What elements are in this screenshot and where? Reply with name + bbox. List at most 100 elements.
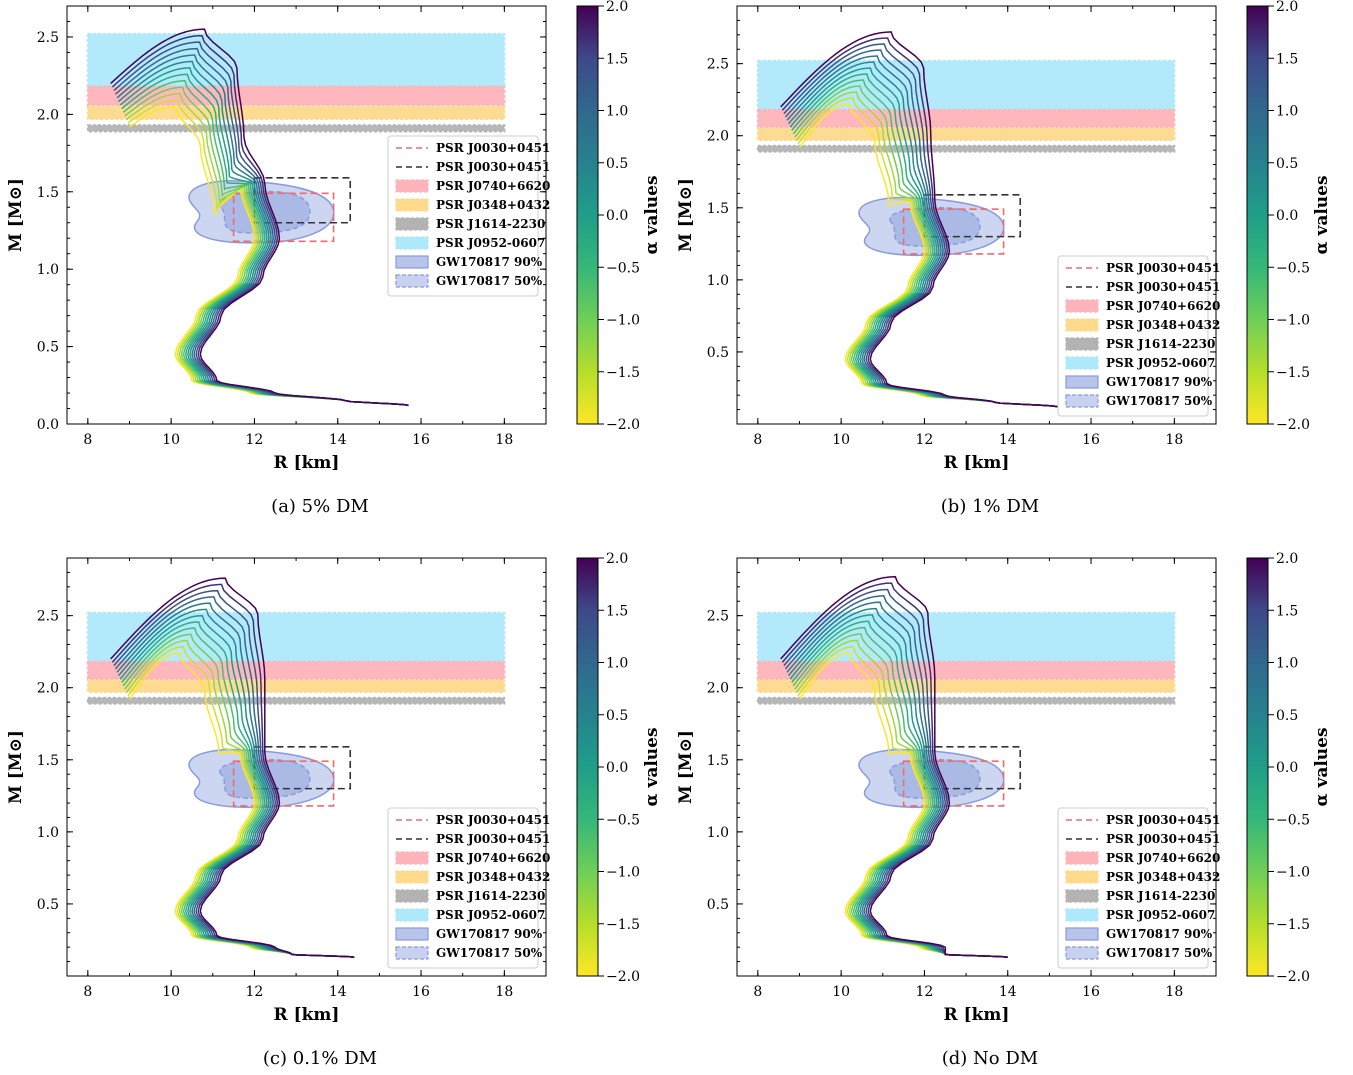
legend-label: PSR J0030+0451	[1106, 832, 1220, 846]
x-tick-label: 12	[916, 432, 934, 448]
mr-curve	[121, 73, 409, 407]
band-PSR-J0740+6620	[86, 660, 506, 681]
y-tick-label: 2.5	[37, 609, 59, 625]
y-tick-label: 1.0	[37, 825, 59, 841]
caption-b: (b) 1% DM	[941, 496, 1039, 517]
colorbar-tick-label: 2.0	[1276, 0, 1298, 15]
plot-frame	[736, 557, 1217, 977]
colorbar-tick-label: −1.0	[1276, 865, 1310, 881]
x-tick-label: 10	[162, 984, 180, 1000]
legend-label: PSR J0740+6620	[436, 851, 550, 865]
colorbar-tick-label: 0.5	[1276, 156, 1298, 172]
y-tick-label: 2.0	[37, 107, 59, 123]
chart-panel-1: 8 10 12 14 16 18 0.5 1.0 1.5 2.0 2.5 R [km] M [M⊙] PS…	[676, 0, 1332, 473]
legend-handle	[395, 889, 429, 903]
y-axis-label: M [M⊙]	[6, 730, 26, 804]
legend-handle	[395, 946, 429, 960]
nicer-box-black	[253, 746, 352, 790]
band-PSR-J1614-2230	[86, 696, 506, 705]
nicer-box-black	[923, 746, 1022, 790]
legend-handle	[1065, 870, 1099, 884]
colorbar-tick-label: 0.0	[1276, 208, 1298, 224]
x-axis-label: R [km]	[944, 1005, 1010, 1025]
y-tick-label: 0.0	[37, 417, 59, 433]
legend-label: PSR J0030+0451	[436, 141, 550, 155]
colorbar-tick-label: 1.0	[606, 104, 628, 120]
colorbar-tick-label: 1.5	[606, 51, 628, 67]
legend-label: GW170817 90%	[436, 255, 543, 269]
legend-label: PSR J0030+0451	[436, 813, 550, 827]
colorbar-tick-label: 0.0	[1276, 760, 1298, 776]
x-tick-label: 18	[495, 984, 513, 1000]
colorbar-tick-label: −1.5	[606, 365, 640, 381]
colorbar-tick-label: −1.5	[1276, 917, 1310, 933]
y-tick-label: 2.0	[707, 681, 729, 697]
colorbar-tick-label: 1.5	[606, 603, 628, 619]
x-tick-label: 18	[1165, 432, 1183, 448]
y-tick-label: 2.0	[707, 129, 729, 145]
x-tick-label: 12	[916, 984, 934, 1000]
x-tick-label: 14	[329, 432, 347, 448]
y-tick-label: 2.5	[37, 30, 59, 46]
nicer-box-red	[232, 760, 335, 807]
colorbar-tick-label: −0.5	[606, 260, 640, 276]
legend-handle	[1065, 394, 1099, 408]
colorbar-tick-label: −1.0	[606, 865, 640, 881]
legend-label: PSR J1614-2230	[436, 217, 545, 231]
colorbar	[1246, 5, 1269, 425]
band-PSR-J0348+0432	[86, 105, 506, 121]
y-tick-label: 2.5	[707, 609, 729, 625]
legend-handle	[1065, 299, 1099, 313]
x-tick-label: 10	[162, 432, 180, 448]
colorbar-tick-label: 2.0	[1276, 551, 1298, 567]
legend-handle	[1065, 375, 1099, 389]
y-tick-label: 1.5	[37, 185, 59, 201]
legend-label: PSR J0030+0451	[1106, 261, 1220, 275]
nicer-box-red	[902, 208, 1005, 255]
caption-d: (d) No DM	[942, 1048, 1038, 1069]
y-tick-label: 1.5	[707, 753, 729, 769]
colorbar-tick-label: −0.5	[1276, 260, 1310, 276]
legend-label: GW170817 90%	[1106, 927, 1213, 941]
caption-c: (c) 0.1% DM	[263, 1048, 377, 1069]
x-tick-label: 14	[999, 984, 1017, 1000]
x-tick-label: 8	[83, 984, 92, 1000]
legend-handle	[1065, 889, 1099, 903]
legend-label: PSR J0952-0607	[1106, 908, 1215, 922]
x-tick-label: 18	[495, 432, 513, 448]
colorbar-tick-label: 1.0	[606, 656, 628, 672]
legend-label: PSR J1614-2230	[1106, 337, 1215, 351]
y-tick-label: 1.0	[707, 273, 729, 289]
colorbar-tick-label: 0.0	[606, 760, 628, 776]
legend-handle	[1065, 318, 1099, 332]
y-axis-label: M [M⊙]	[676, 178, 696, 252]
y-tick-label: 1.5	[37, 753, 59, 769]
legend-label: PSR J0740+6620	[1106, 851, 1220, 865]
colorbar-tick-label: 2.0	[606, 0, 628, 15]
plot-frame	[66, 5, 547, 425]
x-tick-label: 8	[753, 984, 762, 1000]
legend-handle	[395, 255, 429, 269]
legend-label: PSR J0030+0451	[436, 832, 550, 846]
colorbar-tick-label: 1.0	[1276, 104, 1298, 120]
legend-handle	[395, 198, 429, 212]
y-tick-label: 2.0	[37, 681, 59, 697]
y-tick-label: 0.5	[707, 345, 729, 361]
legend-handle	[1065, 946, 1099, 960]
band-PSR-J0348+0432	[756, 679, 1176, 694]
band-PSR-J1614-2230	[86, 124, 506, 133]
colorbar-tick-label: 1.5	[1276, 603, 1298, 619]
y-tick-label: 1.0	[707, 825, 729, 841]
colorbar-tick-label: 0.0	[606, 208, 628, 224]
nicer-box-black	[253, 177, 352, 224]
colorbar-label: α values	[642, 175, 662, 254]
colorbar-tick-label: −0.5	[606, 812, 640, 828]
legend-label: PSR J0740+6620	[1106, 299, 1220, 313]
band-PSR-J0348+0432	[86, 679, 506, 694]
colorbar-label: α values	[1312, 727, 1332, 806]
mr-curve	[780, 31, 1058, 408]
legend-label: PSR J0952-0607	[436, 236, 545, 250]
x-axis-label: R [km]	[274, 453, 340, 473]
nicer-box-black	[923, 194, 1022, 238]
